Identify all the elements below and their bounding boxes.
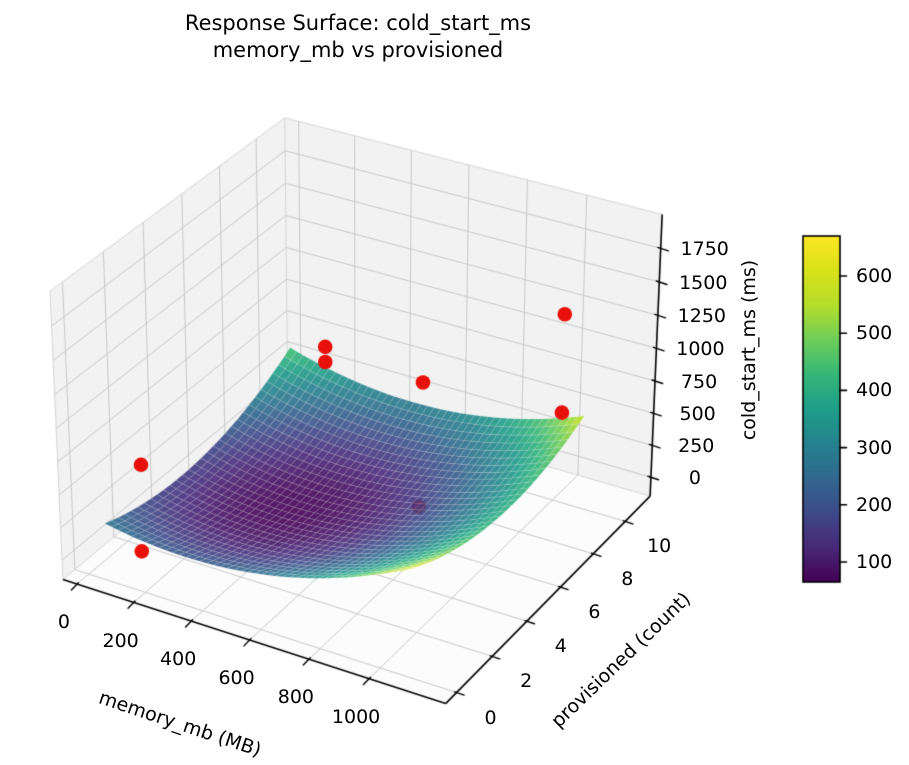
figure: { "title": { "line1": "Response Surface:… xyxy=(0,0,909,765)
surface-plot-canvas xyxy=(0,0,909,765)
